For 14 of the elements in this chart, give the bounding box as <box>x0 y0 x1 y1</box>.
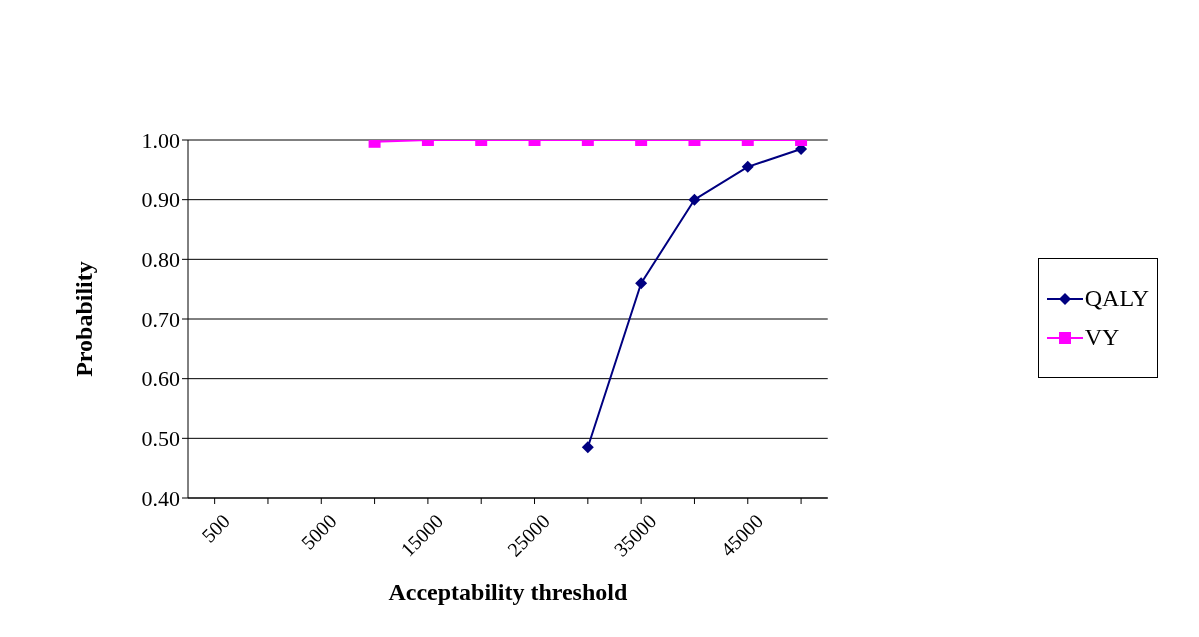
y-axis-title: Probability <box>70 261 97 377</box>
y-tick-label: 0.40 <box>141 485 180 511</box>
x-tick-label: 500 <box>197 509 234 547</box>
x-axis-title: Acceptability threshold <box>388 579 628 605</box>
y-tick-label: 0.60 <box>141 366 180 392</box>
y-tick-label: 1.00 <box>141 127 180 153</box>
legend-label: QALY <box>1084 285 1149 312</box>
y-tick-label: 0.90 <box>141 187 180 213</box>
y-tick-label: 0.50 <box>141 426 180 452</box>
y-tick-label: 0.70 <box>141 306 180 332</box>
point <box>635 277 648 290</box>
legend-label: VY <box>1084 324 1120 351</box>
y-tick-label: 0.80 <box>141 247 180 273</box>
point <box>581 441 594 454</box>
